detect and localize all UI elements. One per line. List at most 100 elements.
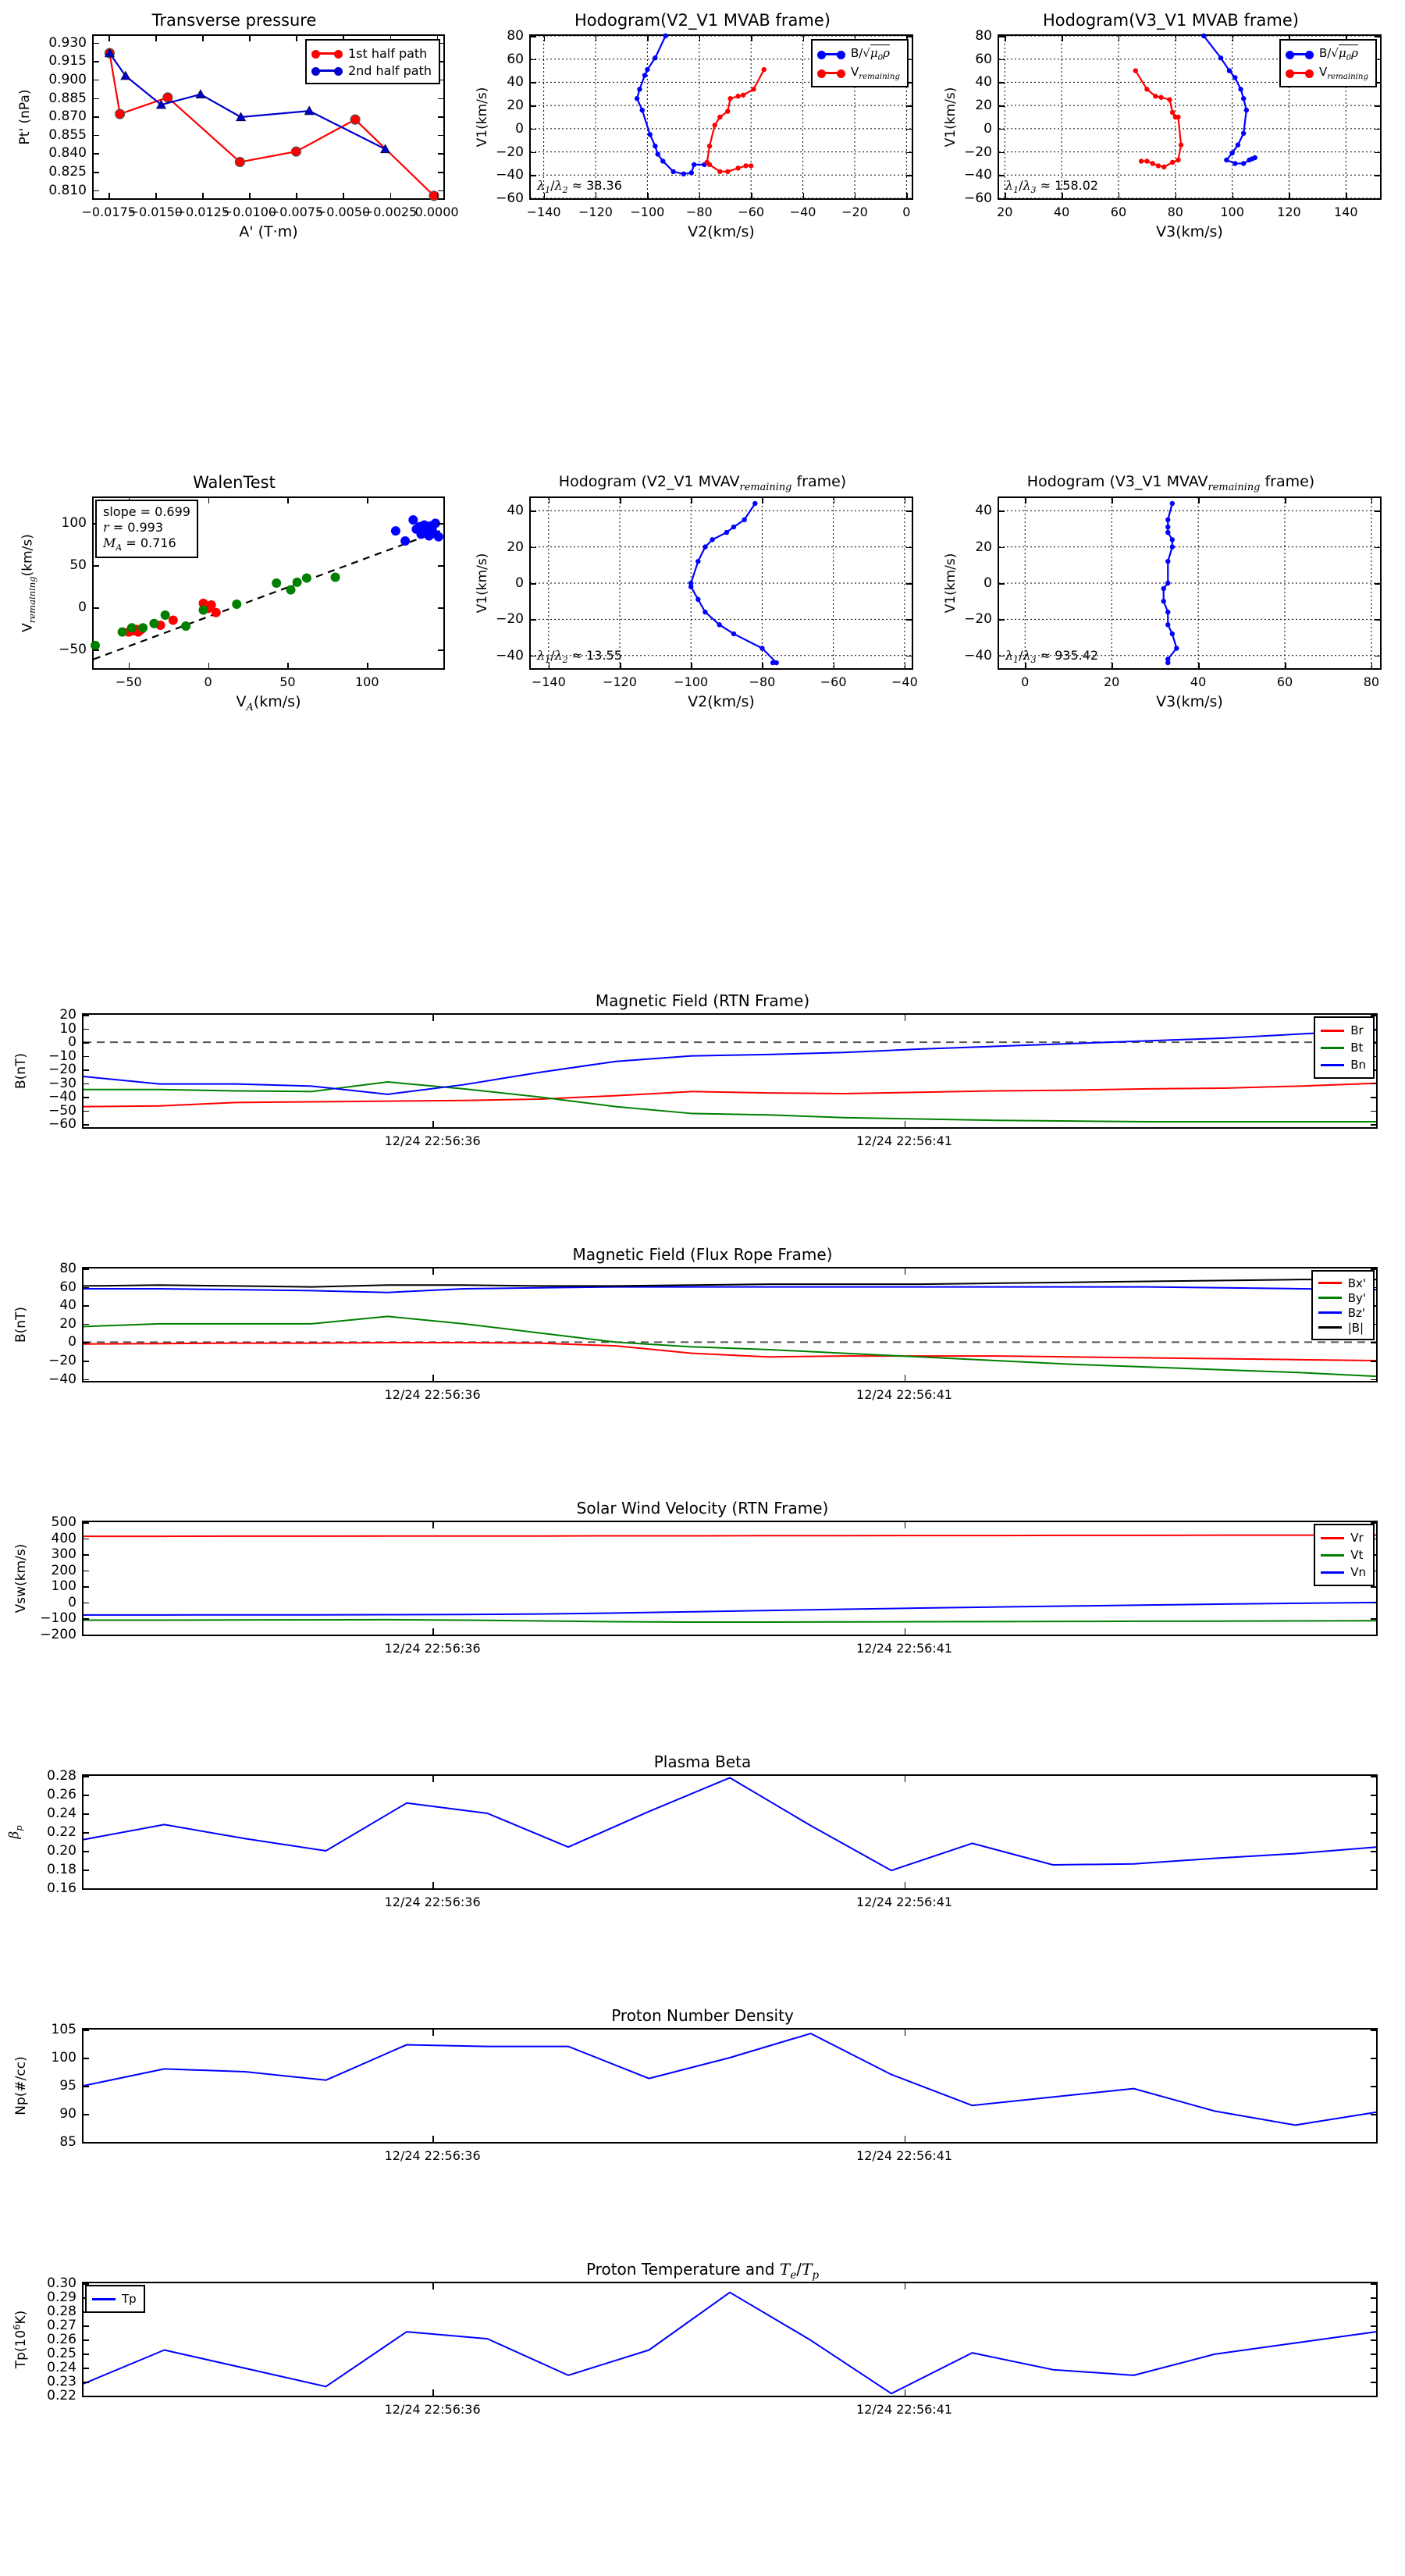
y-tick-label: −50 — [48, 1102, 76, 1119]
x-tick-label: −120 — [603, 674, 637, 689]
x-tick-mark — [620, 498, 621, 503]
x-tick-label: −60 — [738, 205, 765, 219]
y-tick-label: 0.930 — [48, 34, 87, 51]
legend-label: |B| — [1347, 1320, 1364, 1335]
y-tick-mark — [906, 36, 912, 37]
x-tick-mark — [904, 2030, 906, 2036]
x-tick-label: −40 — [891, 674, 918, 689]
y-tick-mark — [1371, 1776, 1376, 1777]
y-tick-mark — [1371, 2325, 1376, 2327]
x-tick-mark — [1175, 36, 1177, 41]
legend-swatch — [816, 51, 845, 59]
x-tick-mark — [436, 36, 439, 41]
y-axis-label: Np(#/cc) — [13, 2056, 29, 2115]
y-tick-label: 90 — [59, 2106, 76, 2122]
y-tick-label: 0 — [78, 600, 87, 616]
plot-area-solar-wind-velocity[interactable]: 500 400 300 200 100 0 −100 −200 12/24 22:56:36 12… — [13, 1514, 1378, 1656]
x-tick-label: −0.0075 — [269, 205, 324, 219]
x-tick-mark — [1118, 36, 1120, 41]
y-tick-mark — [84, 1870, 89, 1871]
plot-area-proton-number-density[interactable]: 105 100 95 90 85 12/24 22:56:36 12/24 22:56:41… — [13, 2022, 1378, 2163]
plot-area-proton-temperature[interactable]: 0.30 0.29 0.28 0.27 0.26 0.25 0.24 0.23 0.22 12/2… — [11, 2275, 1378, 2417]
x-tick-label: −40 — [789, 205, 816, 219]
r-stat: r = 0.993 — [103, 520, 164, 535]
y-tick-label: −40 — [496, 647, 524, 664]
y-axis-label: B(nT) — [13, 1052, 29, 1090]
y-tick-label: 0.825 — [48, 164, 87, 180]
y-tick-mark — [1375, 198, 1380, 200]
y-tick-label: 105 — [51, 2022, 76, 2037]
x-tick-mark — [762, 663, 763, 668]
legend-label: Tp — [122, 2292, 137, 2306]
x-tick-mark — [1346, 193, 1347, 198]
x-tick-mark — [904, 1522, 906, 1528]
y-tick-label: 0 — [515, 575, 524, 591]
y-tick-mark — [84, 2114, 89, 2115]
x-tick-mark — [699, 193, 701, 198]
panel-solar-wind-velocity: Solar Wind Velocity (RTN Frame) 500 400 30… — [0, 1499, 1405, 1663]
plot-area-hodogram-v2v1-mvab[interactable]: 80 60 40 20 0 −20 −40 −60 −140 −120 −100 −80 −60 −40−… — [475, 28, 913, 240]
y-tick-mark — [84, 2086, 89, 2087]
y-tick-mark — [84, 2396, 89, 2397]
y-tick-mark — [999, 128, 1005, 130]
x-tick-label: 12/24 22:56:36 — [384, 2148, 481, 2163]
y-tick-mark — [1371, 2086, 1376, 2087]
y-tick-mark — [84, 2382, 89, 2383]
x-tick-mark — [1232, 193, 1234, 198]
plot-area-hodogram-v2v1-mvav[interactable]: 40 20 0 −20 −40 −140 −120 −100 −80 −60 −40 V1(km/s)… — [475, 496, 918, 710]
y-tick-mark — [84, 1124, 89, 1126]
plot-area-plasma-beta[interactable]: 0.28 0.26 0.24 0.22 0.20 0.18 0.16 12/24 22:56:… — [7, 1768, 1378, 1909]
plot-area-hodogram-v3v1-mvab[interactable]: 80 60 40 20 0 −20 −40 −60 20 40 60 80 100 120 140 V1(km… — [943, 28, 1382, 240]
panel-hodogram-v3v1-mvab: Hodogram(V3_V1 MVAB frame) 80 60 40 20 0 −20 −… — [937, 6, 1405, 240]
x-tick-mark — [1289, 193, 1290, 198]
y-tick-mark — [1371, 1635, 1376, 1636]
x-tick-mark — [904, 2389, 906, 2396]
x-tick-mark — [543, 36, 546, 41]
plot-area-walen-test[interactable]: 100 50 0 −50 −50 0 50 100 Vremaining(km/s) VA(km/… — [20, 496, 445, 713]
panel-title-text: Hodogram (V3_V1 MVAV — [1026, 473, 1208, 490]
plot-area-magnetic-field-rtn[interactable]: 20 10 0 −10 −20 −30 −40 −50 −60 12/24 22:56:36 12/… — [13, 1007, 1378, 1148]
y-tick-label: 0.915 — [48, 53, 87, 69]
panel-hodogram-v3v1-mvav: Hodogram (V3_V1 MVAVremaining frame) 40 2… — [937, 468, 1405, 710]
y-tick-mark — [999, 198, 1005, 200]
y-tick-mark — [999, 583, 1005, 585]
y-tick-mark — [531, 583, 536, 585]
y-tick-label: 20 — [507, 98, 524, 114]
plot-area-hodogram-v3v1-mvav[interactable]: 40 20 0 −20 −40 0 20 40 60 80 V1(km/s) V3(km/s) λ1/λ… — [943, 496, 1382, 710]
y-tick-label: 0.26 — [47, 1787, 76, 1802]
legend-label: Vt — [1350, 1548, 1364, 1562]
y-tick-label: 300 — [51, 1546, 76, 1563]
x-tick-mark — [287, 663, 289, 668]
y-tick-mark — [1375, 546, 1380, 549]
y-tick-mark — [84, 1069, 89, 1071]
plot-area-transverse-pressure[interactable]: 0.930 0.915 0.900 0.885 0.870 0.855 0.840 0.825… — [17, 34, 459, 240]
x-tick-label: 60 — [1110, 205, 1127, 219]
x-tick-label: 12/24 22:56:41 — [856, 1641, 953, 1656]
y-tick-label: 20 — [59, 1007, 76, 1023]
x-tick-mark — [904, 1375, 906, 1381]
y-tick-label: −20 — [496, 144, 524, 160]
y-tick-mark — [999, 105, 1005, 107]
x-tick-mark — [432, 1522, 434, 1528]
x-tick-mark — [699, 36, 701, 41]
y-axis-label: V1(km/s) — [475, 553, 490, 614]
legend-item: 2nd half path — [311, 62, 432, 79]
y-tick-mark — [84, 1586, 89, 1588]
x-tick-label: 0 — [1021, 674, 1030, 689]
legend-swatch — [816, 69, 845, 78]
y-tick-mark — [1371, 1851, 1376, 1852]
legend-swatch — [1321, 1571, 1345, 1574]
y-tick-mark — [94, 153, 99, 155]
y-tick-mark — [438, 116, 443, 118]
y-tick-mark — [906, 619, 912, 621]
y-tick-label: 10 — [59, 1020, 76, 1037]
legend-item: Bx' — [1318, 1276, 1366, 1290]
legend-swatch — [1321, 1063, 1345, 1066]
x-tick-mark — [1112, 498, 1113, 503]
x-tick-mark — [1175, 193, 1177, 198]
x-tick-mark — [296, 193, 297, 198]
y-tick-label: 0 — [68, 1034, 76, 1051]
plot-area-magnetic-field-flux-rope[interactable]: 80 60 40 20 0 −20 −40 12/24 22:56:36 12/24 22:56… — [13, 1261, 1378, 1402]
walen-stats-box: slope = 0.699 r = 0.993 MA = 0.716 — [95, 500, 198, 559]
x-tick-label: 20 — [997, 205, 1013, 219]
